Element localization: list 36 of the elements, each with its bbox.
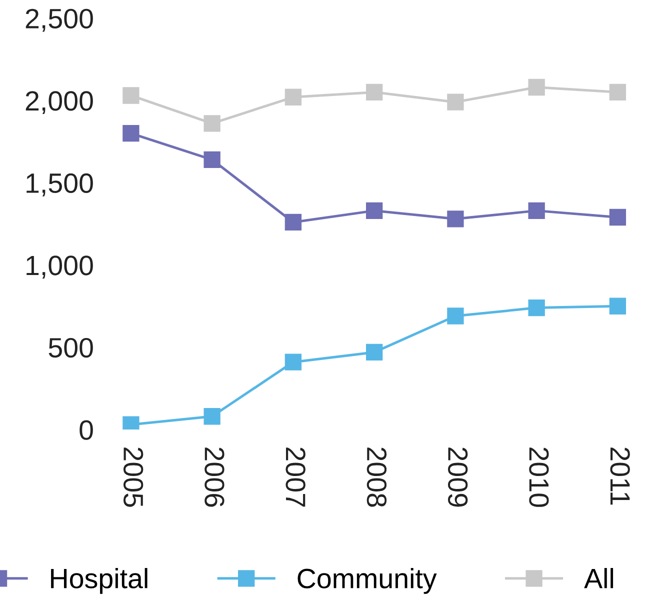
point [122,125,140,142]
point [609,208,626,226]
point [609,298,626,314]
point [447,94,464,110]
y-tick-label: 500 [48,338,93,358]
point [284,88,302,106]
point [204,408,220,425]
x-tick-label: 2009 [448,448,468,507]
point [366,84,383,101]
x-tick-label: 2007 [286,448,306,507]
legend-label: Community [298,568,437,594]
point [284,214,302,231]
x-tick-label: 2008 [366,448,387,507]
point [284,354,302,370]
point [609,84,626,101]
point [366,202,383,220]
point [528,202,545,220]
point [447,210,464,228]
y-tick-label: 1,500 [26,173,93,196]
x-tick-label: 2005 [123,448,144,507]
point [204,115,220,132]
y-tick-label: 2,500 [26,8,93,32]
point [366,344,383,361]
y-tick-label: 0 [80,420,93,440]
x-tick-label: 2011 [610,448,630,505]
point [528,78,545,96]
point [447,308,464,324]
y-tick-label: 2,000 [26,91,93,114]
legend-label: All [584,568,614,588]
point [528,299,545,316]
x-tick-label: 2010 [529,448,549,507]
point [204,151,220,168]
x-tick-label: 2006 [204,448,224,507]
point [122,87,140,104]
legend-label: Hospital [51,568,148,594]
y-tick-label: 1,000 [26,256,93,279]
